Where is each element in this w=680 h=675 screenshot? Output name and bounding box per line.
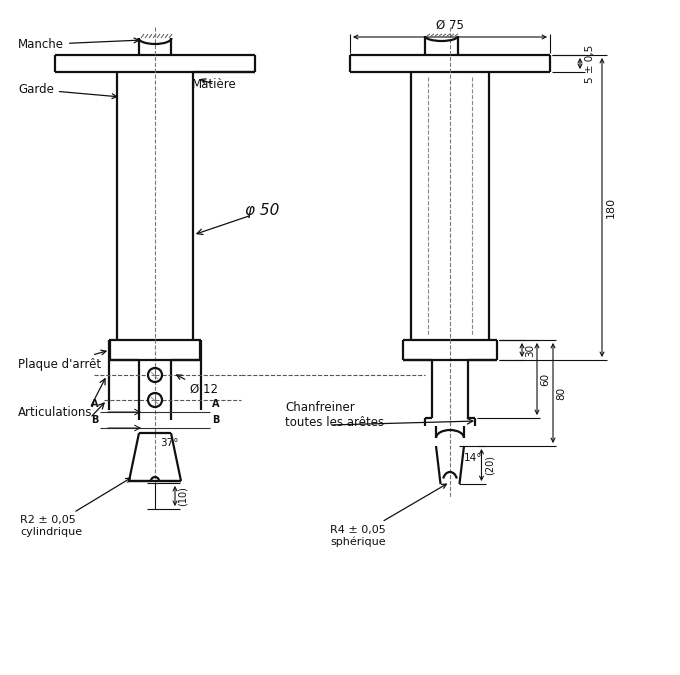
Text: Articulations: Articulations bbox=[18, 406, 92, 419]
Text: B: B bbox=[90, 415, 98, 425]
Text: 37°: 37° bbox=[160, 438, 178, 448]
Text: 5 ± 0,5: 5 ± 0,5 bbox=[585, 45, 595, 82]
Text: 30: 30 bbox=[525, 344, 535, 356]
Text: Ø 12: Ø 12 bbox=[177, 375, 218, 396]
Text: Chanfreiner
toutes les arêtes: Chanfreiner toutes les arêtes bbox=[285, 401, 384, 429]
Text: φ 50: φ 50 bbox=[245, 202, 279, 217]
Text: (20): (20) bbox=[484, 455, 494, 475]
Text: A: A bbox=[212, 399, 220, 409]
Text: (10): (10) bbox=[178, 486, 188, 506]
Text: R2 ± 0,05
cylindrique: R2 ± 0,05 cylindrique bbox=[20, 478, 131, 537]
Text: Manche: Manche bbox=[18, 38, 139, 51]
Text: Matière: Matière bbox=[192, 78, 237, 91]
Text: B: B bbox=[212, 415, 220, 425]
Text: R4 ± 0,05
sphérique: R4 ± 0,05 sphérique bbox=[330, 484, 446, 547]
Text: 60: 60 bbox=[540, 373, 550, 385]
Text: 80: 80 bbox=[556, 386, 566, 400]
Text: Ø 75: Ø 75 bbox=[436, 19, 464, 32]
Text: Garde: Garde bbox=[18, 83, 117, 99]
Text: Plaque d'arrêt: Plaque d'arrêt bbox=[18, 350, 106, 371]
Text: 14°: 14° bbox=[464, 453, 482, 463]
Text: 180: 180 bbox=[606, 197, 616, 218]
Text: A: A bbox=[90, 399, 98, 409]
